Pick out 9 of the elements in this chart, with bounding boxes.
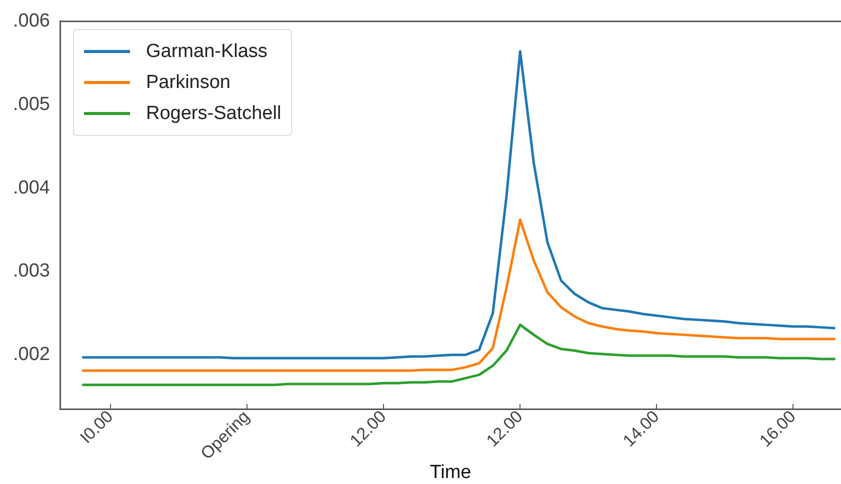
legend-label: Garman-Klass <box>146 40 268 62</box>
legend-label: Rogers-Satchell <box>146 102 282 124</box>
y-tick-label: .002 <box>13 344 50 366</box>
y-tick-label: .005 <box>13 94 50 115</box>
y-tick-label: .003 <box>13 260 50 282</box>
y-tick-label: .006 <box>13 10 50 32</box>
y-tick-label: .004 <box>13 177 50 198</box>
x-axis-title: Time <box>430 462 472 483</box>
legend-label: Parkinson <box>146 72 230 94</box>
